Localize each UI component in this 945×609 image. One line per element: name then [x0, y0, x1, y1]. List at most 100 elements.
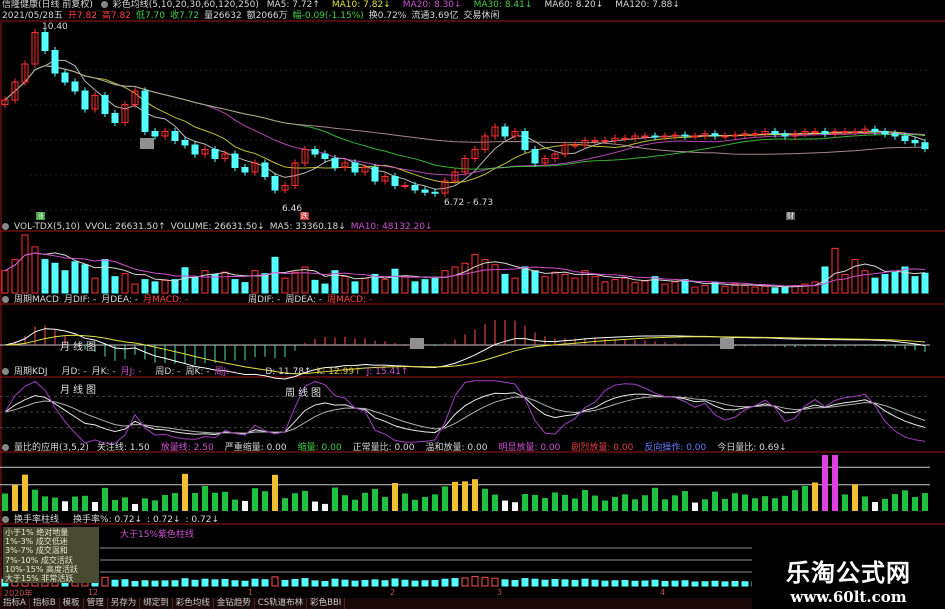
- volume-bar: [251, 270, 259, 294]
- time-tick-label: 3: [497, 588, 503, 597]
- marker-down[interactable]: 跌: [300, 212, 309, 220]
- hs-bar: [311, 580, 319, 587]
- volume-bar: [891, 271, 899, 294]
- volume-bar: [411, 281, 419, 294]
- toolbar-button[interactable]: 指标B: [30, 598, 60, 609]
- stock-title[interactable]: 信隆健康(日线 前复权): [2, 0, 93, 10]
- lb-bar: [622, 494, 628, 511]
- hs-bar: [551, 578, 559, 587]
- hs-name[interactable]: 换手率柱线: [14, 515, 60, 525]
- lb-bar: [402, 493, 408, 511]
- toolbar-button[interactable]: 彩色均线: [173, 598, 214, 609]
- kdj-name[interactable]: 周期KDJ: [14, 367, 48, 377]
- settings-circle-icon[interactable]: [2, 296, 9, 303]
- float-shares: 流通3.69亿: [411, 11, 459, 21]
- volume-bar: [61, 270, 69, 294]
- candle-body: [61, 72, 69, 83]
- hs-bar: [701, 581, 709, 587]
- volume-bar: [801, 283, 809, 294]
- volume-bar: [731, 283, 739, 294]
- volume-bar: [381, 279, 389, 294]
- lb-bar: [442, 486, 448, 511]
- toolbar-button[interactable]: 绑定到: [140, 598, 173, 609]
- lb-name[interactable]: 量比的应用(3,5,2): [14, 443, 89, 453]
- candle-body: [231, 153, 239, 168]
- turnover: 换0.72%: [368, 11, 407, 21]
- hs-bar: [541, 579, 549, 587]
- hs-bar: [371, 579, 379, 587]
- candle-body: [901, 135, 909, 141]
- macd-item: 周DIF: -: [248, 295, 281, 305]
- candle-body: [311, 149, 319, 155]
- hs-header: 换手率柱线 换手率%: 0.72↓: 0.72↓: 0.72↓: [2, 515, 224, 526]
- toolbar-button[interactable]: CS轨道布林: [255, 598, 308, 609]
- settings-circle-icon[interactable]: [100, 1, 108, 8]
- lb-item: 关注线: 1.50: [96, 443, 150, 453]
- vol-ma10-line: [4, 252, 926, 287]
- marker-up[interactable]: 涨: [36, 212, 45, 220]
- candle-body: [101, 95, 109, 114]
- time-tick-label: 2020年: [4, 589, 33, 598]
- volume-bar: [521, 266, 529, 294]
- vvol: VVOL: 26631.50↑: [85, 222, 166, 232]
- hs-bar: [431, 579, 439, 587]
- candle-body: [561, 144, 569, 155]
- volume-bar: [51, 262, 59, 294]
- marker-finance[interactable]: 财: [786, 212, 795, 220]
- settings-circle-icon[interactable]: [2, 444, 9, 451]
- toolbar-button[interactable]: 模板: [60, 598, 84, 609]
- toolbar-button[interactable]: 彩色BBI: [307, 598, 346, 609]
- volume-bar: [221, 271, 229, 294]
- hs-item: : 0.72↓: [185, 515, 220, 525]
- lb-bar: [2, 493, 8, 511]
- ma60-line: [4, 65, 926, 155]
- hs-bar: [111, 579, 119, 587]
- hs-bar: [481, 576, 489, 587]
- volume-bar: [351, 281, 359, 294]
- vol-name[interactable]: VOL-TDX(5,10): [14, 222, 81, 232]
- indicator-name[interactable]: 彩色均线(5,10,20,30,60,120,250): [112, 0, 259, 10]
- time-tick-label: 1: [248, 588, 254, 597]
- lb-bar: [202, 486, 208, 511]
- candle-body: [541, 158, 549, 164]
- candle-body: [151, 131, 159, 137]
- lb-header: 量比的应用(3,5,2) 关注线: 1.50 放量线: 2.50 严重缩量: 0.0…: [2, 443, 798, 454]
- settings-circle-icon[interactable]: [2, 368, 9, 375]
- lb-bar: [752, 498, 758, 511]
- macd-name[interactable]: 周期MACD: [14, 295, 59, 305]
- legend-item: 大于15% 非常活跃: [5, 574, 74, 584]
- settings-circle-icon[interactable]: [2, 516, 9, 523]
- volume-bar: [911, 276, 919, 294]
- candle-body: [251, 162, 259, 173]
- candle-body: [451, 171, 459, 182]
- candle-body: [31, 32, 39, 65]
- macd-item: 周MACD: -: [327, 295, 373, 305]
- lb-item: 严重缩量: 0.00: [224, 443, 287, 453]
- kdj-item: 月D: -: [61, 367, 87, 377]
- lb-bar: [582, 490, 588, 511]
- hs-bar: [241, 580, 249, 587]
- hs-bar: [231, 580, 239, 587]
- toolbar-button[interactable]: 管理: [84, 598, 108, 609]
- volume-bar: [201, 270, 209, 294]
- toolbar-button[interactable]: 另存为: [108, 598, 141, 609]
- lb-bar: [882, 498, 888, 511]
- candle-body: [871, 128, 879, 132]
- hs-bar: [741, 581, 749, 587]
- lb-bar: [252, 488, 258, 511]
- volume-bar: [161, 279, 169, 294]
- volume-bar: [241, 282, 249, 294]
- toolbar-button[interactable]: 指标A: [0, 598, 30, 609]
- toolbar-button[interactable]: 金钻趋势: [214, 598, 255, 609]
- volume-bar: [611, 279, 619, 294]
- lb-bar: [812, 482, 818, 511]
- lb-bar: [632, 499, 638, 511]
- kdj-week-label: 周线图: [285, 388, 324, 399]
- vol-ma5: MA5: 33360.18↓: [269, 222, 346, 232]
- lb-bar: [142, 498, 148, 511]
- candle-body: [391, 176, 399, 186]
- candle-body: [141, 90, 149, 132]
- volume-bar: [571, 277, 579, 294]
- settings-circle-icon[interactable]: [2, 223, 9, 230]
